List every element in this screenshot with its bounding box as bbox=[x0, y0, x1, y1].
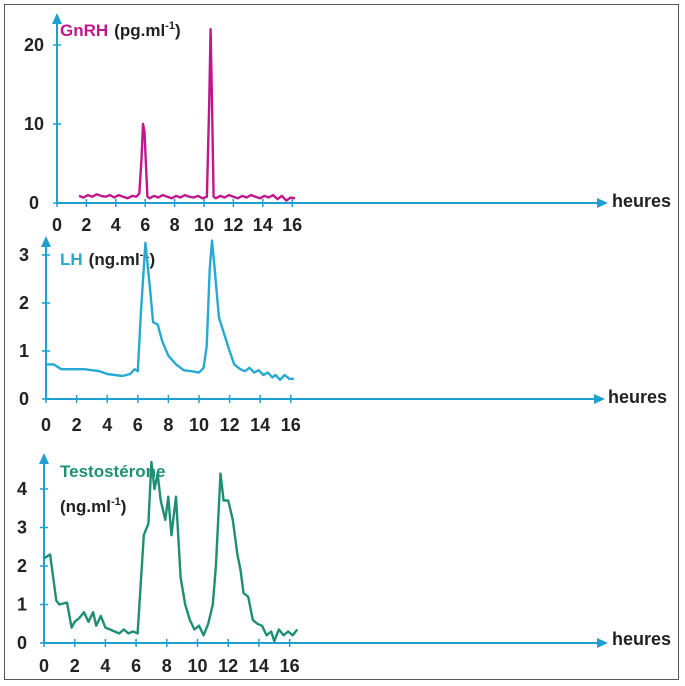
x-tick-label: 4 bbox=[100, 656, 110, 676]
y-tick-label: 3 bbox=[19, 245, 29, 265]
x-tick-label: 0 bbox=[41, 415, 51, 435]
y-axis-arrow-icon bbox=[41, 236, 51, 247]
y-tick-label: 3 bbox=[17, 518, 27, 538]
x-axis-arrow-icon bbox=[597, 198, 608, 208]
series-line-1 bbox=[78, 28, 296, 202]
x-tick-label: 2 bbox=[70, 656, 80, 676]
x-axis-arrow-icon bbox=[594, 394, 605, 404]
x-tick-label: 14 bbox=[253, 215, 273, 235]
x-tick-label: 2 bbox=[81, 215, 91, 235]
x-tick-label: 16 bbox=[280, 656, 300, 676]
y-tick-label: 0 bbox=[17, 633, 27, 653]
series-line-1 bbox=[43, 460, 299, 643]
y-tick-label: 2 bbox=[17, 556, 27, 576]
x-tick-label: 14 bbox=[249, 656, 269, 676]
x-tick-label: 12 bbox=[220, 415, 240, 435]
y-tick-label: 10 bbox=[24, 114, 44, 134]
x-tick-label: 2 bbox=[72, 415, 82, 435]
x-tick-label: 8 bbox=[170, 215, 180, 235]
x-tick-label: 6 bbox=[140, 215, 150, 235]
chart-title: Testostérone bbox=[60, 462, 166, 481]
y-tick-label: 20 bbox=[24, 35, 44, 55]
figure-frame bbox=[4, 4, 679, 680]
x-tick-label: 10 bbox=[189, 415, 209, 435]
unit-prefix: (pg.ml bbox=[114, 21, 165, 40]
x-tick-label: 12 bbox=[223, 215, 243, 235]
x-axis-label: heures bbox=[612, 629, 671, 649]
chart-title: GnRH bbox=[60, 21, 108, 40]
x-tick-label: 4 bbox=[102, 415, 112, 435]
x-tick-label: 6 bbox=[133, 415, 143, 435]
unit-prefix: (ng.ml bbox=[89, 250, 140, 269]
y-tick-label: 1 bbox=[17, 595, 27, 615]
y-tick-label: 1 bbox=[19, 341, 29, 361]
unit-suffix: ) bbox=[175, 21, 181, 40]
x-tick-label: 8 bbox=[163, 415, 173, 435]
x-tick-label: 10 bbox=[187, 656, 207, 676]
unit-exponent: -1 bbox=[111, 496, 121, 508]
x-axis-arrow-icon bbox=[597, 638, 608, 648]
unit-prefix: (ng.ml bbox=[60, 497, 111, 516]
y-tick-label: 2 bbox=[19, 293, 29, 313]
x-tick-label: 0 bbox=[39, 656, 49, 676]
unit-exponent: -1 bbox=[165, 20, 175, 32]
x-tick-label: 6 bbox=[131, 656, 141, 676]
y-tick-label: 0 bbox=[29, 193, 39, 213]
y-axis-arrow-icon bbox=[39, 453, 49, 464]
x-tick-label: 8 bbox=[162, 656, 172, 676]
x-tick-label: 16 bbox=[281, 415, 301, 435]
y-unit-label: (pg.ml-1) bbox=[114, 20, 180, 40]
y-unit-label: (ng.ml-1) bbox=[60, 496, 126, 516]
x-tick-label: 4 bbox=[111, 215, 121, 235]
y-tick-label: 4 bbox=[17, 479, 27, 499]
y-axis-arrow-icon bbox=[52, 13, 62, 24]
chart-panel-3: 0 2 4 6 8 10 12 14 1601234heuresTestostérone(ng.… bbox=[17, 453, 671, 676]
unit-suffix: ) bbox=[121, 497, 127, 516]
x-axis-label: heures bbox=[612, 191, 671, 211]
x-tick-label: 12 bbox=[218, 656, 238, 676]
x-tick-label: 16 bbox=[282, 215, 302, 235]
chart-title: LH bbox=[60, 250, 83, 269]
unit-suffix: ) bbox=[149, 250, 155, 269]
x-axis-label: heures bbox=[608, 387, 667, 407]
x-tick-label: 14 bbox=[250, 415, 270, 435]
series-line-1 bbox=[46, 239, 294, 381]
y-tick-label: 0 bbox=[19, 389, 29, 409]
x-tick-label: 0 bbox=[52, 215, 62, 235]
x-tick-label: 10 bbox=[194, 215, 214, 235]
